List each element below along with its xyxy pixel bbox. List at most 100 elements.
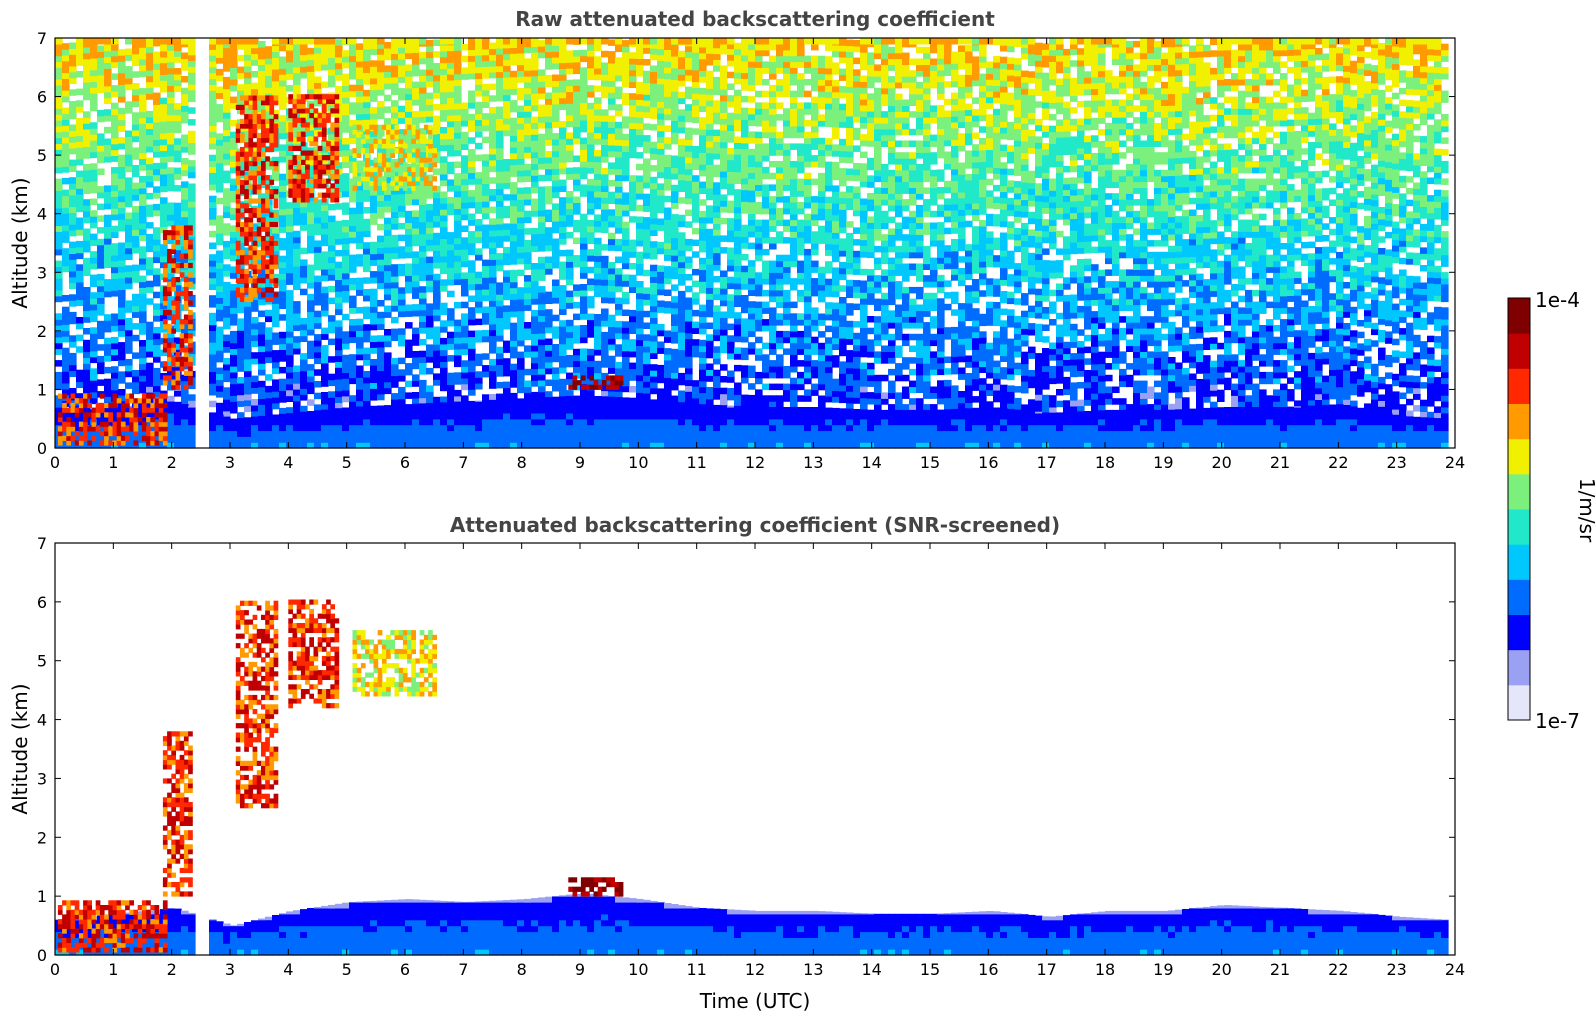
noise-cell <box>223 399 231 406</box>
noise-cell <box>335 302 343 310</box>
noise-cell <box>734 107 742 114</box>
noise-cell <box>671 38 679 45</box>
noise-cell <box>587 143 595 151</box>
noise-cell <box>622 145 630 152</box>
noise-cell <box>741 306 749 314</box>
noise-cell <box>559 290 567 298</box>
noise-cell <box>643 88 651 95</box>
noise-cell <box>475 183 483 191</box>
noise-cell <box>615 156 623 164</box>
noise-cell <box>720 235 728 242</box>
noise-cell <box>328 268 336 275</box>
noise-cell <box>447 103 455 110</box>
noise-cell <box>517 216 525 224</box>
noise-cell <box>657 83 665 91</box>
noise-cell <box>307 387 315 395</box>
noise-cell <box>132 311 140 318</box>
noise-cell <box>678 372 686 380</box>
noise-cell <box>510 152 518 160</box>
noise-cell <box>118 49 126 56</box>
noise-cell <box>223 393 231 400</box>
noise-cell <box>307 124 315 131</box>
noise-cell <box>111 319 119 326</box>
noise-cell <box>538 215 546 223</box>
noise-cell <box>251 147 259 154</box>
noise-cell <box>230 67 238 74</box>
noise-cell <box>559 308 567 315</box>
noise-cell <box>251 322 259 330</box>
noise-cell <box>454 190 462 198</box>
noise-cell <box>174 185 182 192</box>
noise-cell <box>419 81 427 88</box>
noise-cell <box>608 221 616 228</box>
noise-cell <box>440 261 448 269</box>
noise-cell <box>671 307 679 315</box>
noise-cell <box>419 356 427 363</box>
noise-cell <box>468 149 476 156</box>
noise-cell <box>104 185 112 192</box>
noise-cell <box>433 262 441 269</box>
noise-cell <box>111 208 119 215</box>
noise-cell <box>594 343 602 350</box>
noise-cell <box>594 243 602 251</box>
noise-cell <box>384 229 392 236</box>
noise-cell <box>629 345 637 352</box>
noise-cell <box>356 107 364 115</box>
noise-cell <box>475 254 483 261</box>
noise-cell <box>503 305 511 312</box>
noise-cell <box>587 231 595 239</box>
noise-cell <box>650 124 658 131</box>
noise-cell <box>412 380 420 387</box>
noise-cell <box>62 84 70 91</box>
noise-cell <box>398 252 406 259</box>
noise-cell <box>377 147 385 155</box>
noise-cell <box>699 392 707 399</box>
noise-cell <box>706 252 714 259</box>
noise-cell <box>685 57 693 64</box>
noise-cell <box>671 196 679 203</box>
noise-cell <box>475 119 483 126</box>
noise-cell <box>531 274 539 282</box>
noise-cell <box>391 369 399 377</box>
noise-cell <box>538 198 546 205</box>
noise-cell <box>580 190 588 197</box>
noise-cell <box>573 196 581 203</box>
noise-cell <box>622 163 630 170</box>
noise-cell <box>391 217 399 224</box>
noise-cell <box>699 181 707 189</box>
noise-cell <box>132 370 140 377</box>
noise-cell <box>363 107 371 114</box>
noise-cell <box>622 327 630 334</box>
noise-cell <box>566 302 574 309</box>
noise-cell <box>132 299 140 307</box>
noise-cell <box>566 109 574 116</box>
noise-cell <box>314 41 322 48</box>
noise-cell <box>377 200 385 207</box>
noise-cell <box>139 375 147 382</box>
noise-cell <box>650 387 658 395</box>
noise-cell <box>209 353 217 361</box>
noise-cell <box>517 38 525 45</box>
noise-cell <box>594 319 602 327</box>
noise-cell <box>643 269 651 277</box>
noise-cell <box>55 131 63 139</box>
noise-cell <box>419 362 427 369</box>
noise-cell <box>398 211 406 218</box>
noise-cell <box>433 291 441 298</box>
noise-cell <box>216 385 224 392</box>
noise-cell <box>139 217 147 224</box>
noise-cell <box>657 189 665 196</box>
noise-cell <box>363 242 371 249</box>
noise-cell <box>258 105 266 112</box>
noise-cell <box>111 202 119 209</box>
noise-cell <box>482 195 490 202</box>
noise-cell <box>489 112 497 120</box>
noise-cell <box>622 133 630 141</box>
noise-cell <box>356 318 364 326</box>
noise-cell <box>153 379 161 387</box>
noise-cell <box>741 400 749 407</box>
noise-cell <box>748 324 756 332</box>
noise-cell <box>748 301 756 308</box>
noise-cell <box>559 249 567 257</box>
noise-cell <box>293 301 301 308</box>
